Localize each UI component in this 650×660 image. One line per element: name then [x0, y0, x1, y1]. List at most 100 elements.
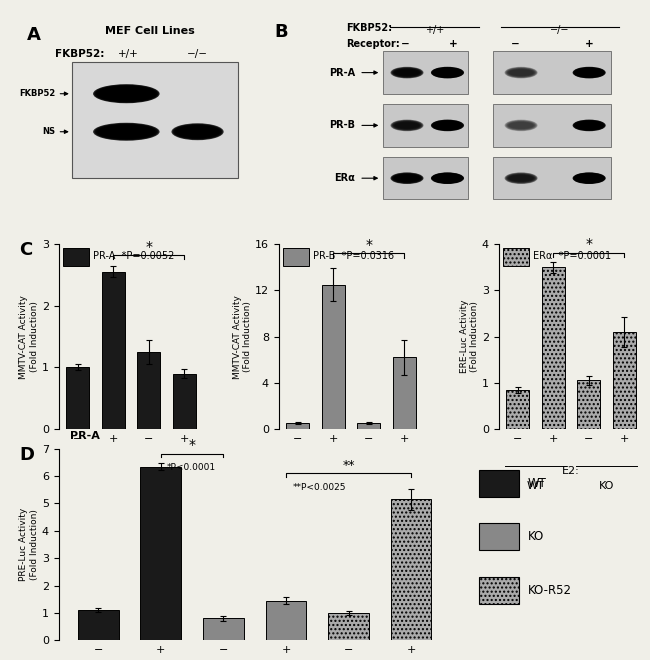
- Text: ERα  *P=0.0001: ERα *P=0.0001: [534, 251, 612, 261]
- Bar: [383, 51, 468, 94]
- Text: +: +: [448, 39, 458, 49]
- Bar: [137, 352, 161, 429]
- Ellipse shape: [434, 174, 461, 182]
- Text: *: *: [586, 238, 592, 251]
- Ellipse shape: [392, 120, 422, 131]
- Ellipse shape: [506, 120, 536, 131]
- Ellipse shape: [575, 174, 604, 183]
- Text: *: *: [145, 240, 152, 254]
- Text: R5020:: R5020:: [332, 466, 370, 476]
- Ellipse shape: [393, 121, 421, 130]
- Ellipse shape: [574, 67, 605, 78]
- Text: PR-A  *P=0.0052: PR-A *P=0.0052: [93, 251, 175, 261]
- FancyBboxPatch shape: [63, 248, 89, 267]
- Text: R5020:: R5020:: [111, 466, 151, 476]
- Ellipse shape: [573, 172, 606, 184]
- Text: +: +: [585, 39, 593, 49]
- Ellipse shape: [573, 119, 606, 131]
- Bar: [72, 62, 238, 178]
- Ellipse shape: [508, 175, 534, 182]
- Ellipse shape: [96, 124, 157, 140]
- Ellipse shape: [575, 174, 603, 183]
- Ellipse shape: [97, 125, 156, 139]
- Bar: [286, 422, 309, 429]
- Bar: [66, 368, 89, 429]
- Ellipse shape: [504, 67, 538, 79]
- Ellipse shape: [434, 174, 461, 183]
- Text: PR-B  *P=0.0316: PR-B *P=0.0316: [313, 251, 395, 261]
- Ellipse shape: [509, 175, 533, 182]
- Ellipse shape: [508, 174, 534, 182]
- Text: **P<0.0025: **P<0.0025: [292, 483, 346, 492]
- Text: ERα: ERα: [335, 173, 356, 183]
- Ellipse shape: [508, 121, 534, 129]
- Text: KO: KO: [379, 480, 395, 491]
- Ellipse shape: [433, 174, 462, 183]
- Ellipse shape: [393, 69, 421, 77]
- Bar: [173, 374, 196, 429]
- Ellipse shape: [393, 174, 421, 183]
- Bar: [541, 267, 565, 429]
- Ellipse shape: [436, 122, 460, 129]
- Text: FKBP52: FKBP52: [19, 89, 55, 98]
- Text: E2:: E2:: [562, 466, 580, 476]
- Bar: [266, 601, 306, 640]
- Ellipse shape: [577, 69, 602, 77]
- Ellipse shape: [93, 84, 159, 103]
- Bar: [577, 380, 601, 429]
- Ellipse shape: [432, 120, 463, 131]
- Ellipse shape: [505, 120, 537, 131]
- Ellipse shape: [393, 68, 422, 77]
- Ellipse shape: [177, 127, 218, 137]
- Ellipse shape: [573, 120, 605, 131]
- Ellipse shape: [432, 120, 463, 131]
- Text: KO-R52: KO-R52: [528, 584, 571, 597]
- Ellipse shape: [97, 86, 156, 102]
- Bar: [383, 157, 468, 199]
- Ellipse shape: [575, 121, 604, 130]
- Ellipse shape: [577, 175, 602, 182]
- Ellipse shape: [577, 122, 601, 129]
- Ellipse shape: [176, 126, 219, 137]
- FancyBboxPatch shape: [480, 470, 519, 496]
- Ellipse shape: [395, 122, 419, 129]
- Ellipse shape: [434, 68, 461, 77]
- Ellipse shape: [506, 121, 536, 130]
- Ellipse shape: [434, 121, 461, 129]
- Y-axis label: ERE-Luc Activity
(Fold Induction): ERE-Luc Activity (Fold Induction): [460, 300, 479, 374]
- Ellipse shape: [508, 69, 534, 77]
- Ellipse shape: [102, 88, 151, 99]
- Ellipse shape: [432, 67, 463, 78]
- Text: +/+: +/+: [118, 50, 139, 59]
- Ellipse shape: [99, 125, 153, 138]
- Ellipse shape: [433, 121, 462, 130]
- Y-axis label: MMTV-CAT Activity
(Fold Induction): MMTV-CAT Activity (Fold Induction): [233, 294, 252, 379]
- Ellipse shape: [436, 69, 460, 76]
- Text: WT: WT: [528, 477, 547, 490]
- Ellipse shape: [94, 85, 159, 102]
- Ellipse shape: [102, 127, 151, 137]
- Ellipse shape: [574, 120, 605, 131]
- FancyBboxPatch shape: [503, 248, 529, 267]
- Ellipse shape: [432, 173, 463, 183]
- Bar: [506, 389, 529, 429]
- Ellipse shape: [573, 67, 606, 79]
- Bar: [383, 104, 468, 147]
- Ellipse shape: [575, 68, 603, 77]
- Text: A: A: [27, 26, 40, 44]
- Ellipse shape: [93, 123, 159, 141]
- Text: −: −: [511, 39, 520, 49]
- Ellipse shape: [435, 175, 460, 182]
- Ellipse shape: [576, 174, 603, 182]
- Bar: [613, 332, 636, 429]
- Ellipse shape: [174, 125, 221, 139]
- Bar: [101, 272, 125, 429]
- Bar: [493, 51, 611, 94]
- FancyBboxPatch shape: [480, 523, 519, 550]
- Ellipse shape: [507, 121, 535, 130]
- Ellipse shape: [431, 67, 464, 79]
- Text: PR-A: PR-A: [70, 431, 100, 441]
- Ellipse shape: [574, 173, 605, 183]
- Bar: [393, 358, 416, 429]
- Text: −/−: −/−: [187, 50, 208, 59]
